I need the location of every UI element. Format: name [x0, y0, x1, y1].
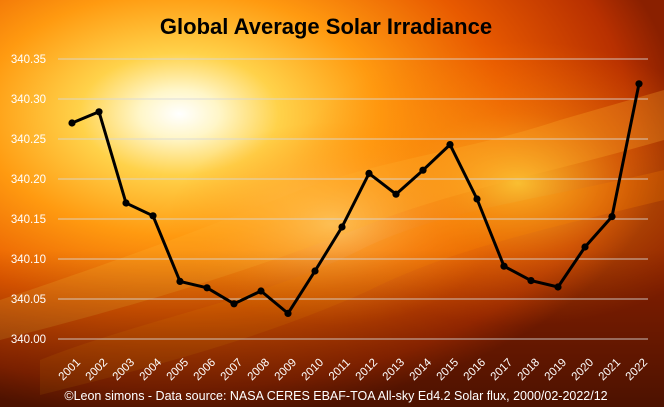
credit-text: ©Leon simons - Data source: NASA CERES E… — [64, 389, 607, 403]
data-point — [392, 190, 400, 198]
data-point — [176, 277, 184, 285]
data-point — [68, 119, 76, 127]
data-point — [203, 284, 211, 292]
data-point — [311, 267, 319, 275]
data-point — [419, 166, 427, 174]
y-axis: 340.00 340.05 340.10 340.15 340.20 340.25 340.… — [11, 54, 46, 346]
data-point — [230, 300, 238, 308]
y-tick-label: 340.10 — [11, 254, 46, 266]
data-point — [500, 262, 508, 270]
y-tick-label: 340.35 — [11, 54, 46, 66]
series-line — [71, 83, 641, 315]
data-point — [527, 277, 535, 285]
data-point — [608, 213, 616, 221]
data-point — [365, 169, 373, 177]
series-layer — [68, 80, 643, 317]
data-point — [95, 108, 103, 116]
y-tick-label: 340.25 — [11, 134, 46, 146]
y-tick-label: 340.30 — [11, 94, 46, 106]
data-point — [122, 199, 130, 207]
data-point — [446, 141, 454, 149]
data-point — [257, 287, 265, 295]
y-tick-label: 340.00 — [11, 334, 46, 346]
y-tick-label: 340.05 — [11, 294, 46, 306]
data-point — [554, 283, 562, 291]
y-tick-label: 340.15 — [11, 214, 46, 226]
gridlines — [58, 58, 648, 340]
data-point — [284, 309, 292, 317]
chart-title: Global Average Solar Irradiance — [160, 14, 492, 39]
data-point — [149, 212, 157, 220]
data-point — [338, 223, 346, 231]
data-point — [635, 80, 643, 88]
data-point — [473, 195, 481, 203]
y-tick-label: 340.20 — [11, 174, 46, 186]
data-point — [581, 243, 589, 251]
